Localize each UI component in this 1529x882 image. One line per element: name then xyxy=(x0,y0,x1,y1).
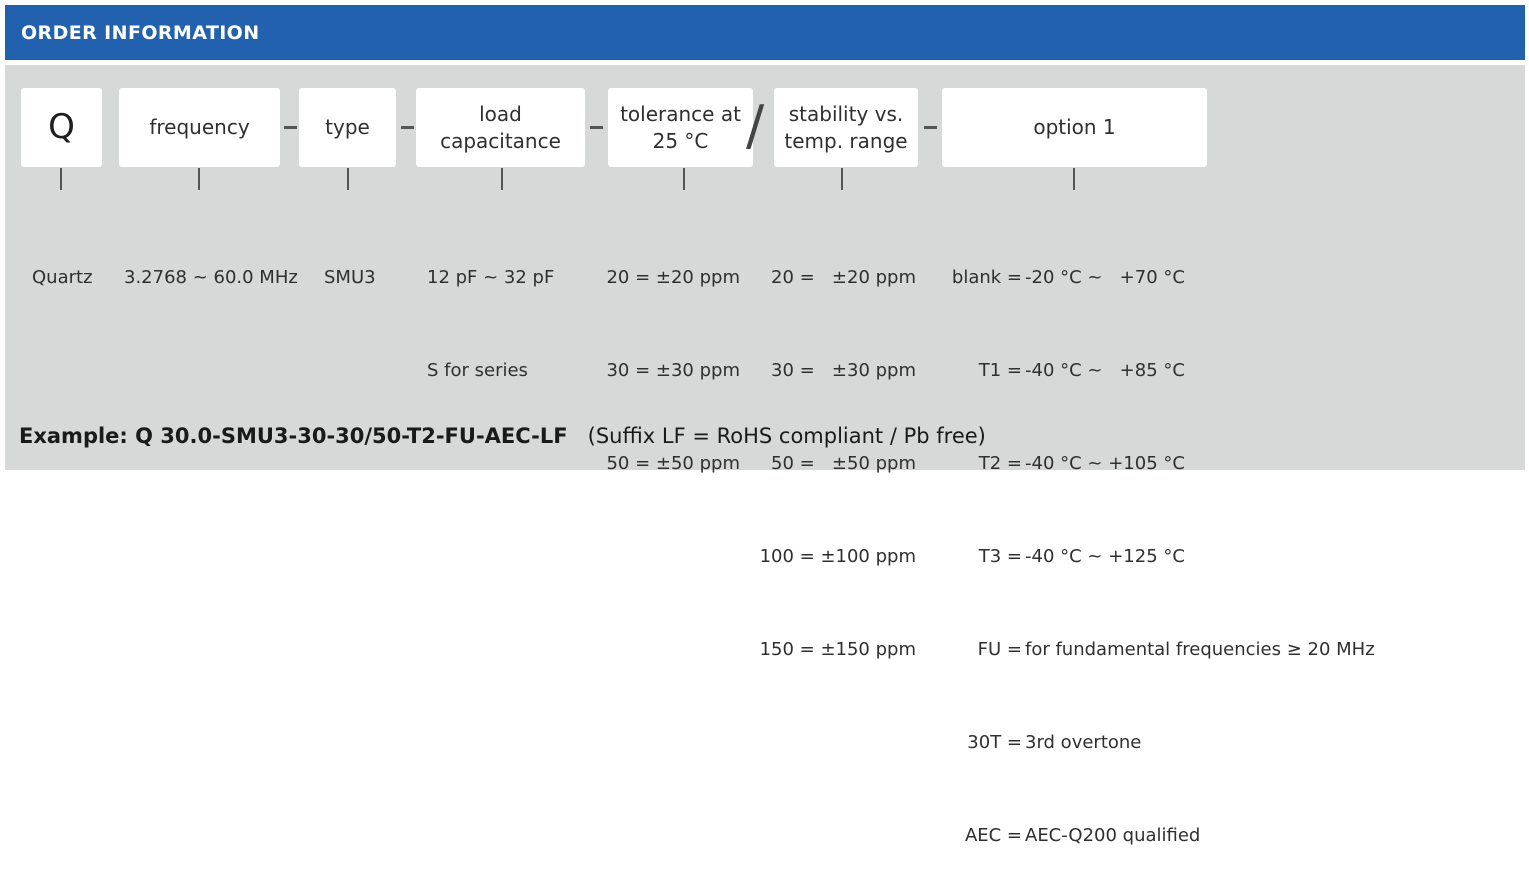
box-stability-line2: temp. range xyxy=(784,128,908,153)
option-desc: -40 °C ~ +125 °C xyxy=(1025,546,1185,567)
box-load-label: load capacitance xyxy=(440,101,561,153)
option-desc: -40 °C ~ +85 °C xyxy=(1025,360,1185,381)
frequency-values: 3.2768 ~ 60.0 MHz xyxy=(124,200,298,324)
option-desc: AEC-Q200 qualified xyxy=(1025,825,1201,846)
value-line: 30 = ±30 ppm xyxy=(606,360,740,381)
option-descriptions: -20 °C ~ +70 °C -40 °C ~ +85 °C -40 °C ~… xyxy=(1025,200,1375,882)
example-line: Example: Q 30.0-SMU3-30-30/50-T2-FU-AEC-… xyxy=(19,424,986,448)
option-code: T3 = xyxy=(978,546,1022,567)
connector-load xyxy=(501,168,503,190)
box-stability: stability vs. temp. range xyxy=(774,88,918,167)
value-line: Quartz xyxy=(32,267,93,288)
stability-values: 20 = ±20 ppm 30 = ±30 ppm 50 = ±50 ppm 1… xyxy=(752,200,916,696)
option-code: blank = xyxy=(951,267,1022,288)
box-frequency-label: frequency xyxy=(149,115,250,139)
value-line: 100 = ±100 ppm xyxy=(759,546,916,567)
box-option-label: option 1 xyxy=(1033,115,1116,139)
box-q-label: Q xyxy=(48,107,75,147)
header-bar: ORDER INFORMATION xyxy=(5,5,1525,60)
example-note: (Suffix LF = RoHS compliant / Pb free) xyxy=(587,424,986,448)
value-line: SMU3 xyxy=(324,267,376,288)
box-tolerance-line1: tolerance at xyxy=(620,101,741,126)
dash-2 xyxy=(401,126,414,129)
option-desc: -40 °C ~ +105 °C xyxy=(1025,453,1185,474)
load-values: 12 pF ~ 32 pF S for series xyxy=(427,200,554,417)
dash-3 xyxy=(590,126,603,129)
value-line: 20 = ±20 ppm xyxy=(606,267,740,288)
type-values: SMU3 xyxy=(324,200,376,324)
box-q: Q xyxy=(21,88,102,167)
tolerance-values: 20 = ±20 ppm 30 = ±30 ppm 50 = ±50 ppm xyxy=(600,200,740,510)
connector-tolerance xyxy=(683,168,685,190)
box-tolerance-line2: 25 °C xyxy=(652,128,709,153)
option-desc: 3rd overtone xyxy=(1025,732,1142,753)
option-code: T1 = xyxy=(978,360,1022,381)
box-load-capacitance: load capacitance xyxy=(416,88,585,167)
value-line: 20 = ±20 ppm xyxy=(771,267,916,288)
value-line: 50 = ±50 ppm xyxy=(606,453,740,474)
connector-q xyxy=(60,168,62,190)
option-code: AEC = xyxy=(964,825,1022,846)
connector-stability xyxy=(841,168,843,190)
value-line: 150 = ±150 ppm xyxy=(759,639,916,660)
connector-frequency xyxy=(198,168,200,190)
option-desc: -20 °C ~ +70 °C xyxy=(1025,267,1185,288)
q-values: Quartz xyxy=(32,200,93,324)
example-label: Example: Q 30.0-SMU3-30-30/50-T2-FU-AEC-… xyxy=(19,424,568,448)
value-line: 3.2768 ~ 60.0 MHz xyxy=(124,267,298,288)
option-code: 30T = xyxy=(967,732,1022,753)
slash-separator: / xyxy=(746,94,765,157)
box-type-label: type xyxy=(325,115,370,139)
value-line: 12 pF ~ 32 pF xyxy=(427,267,555,288)
option-code: T2 = xyxy=(978,453,1022,474)
connector-option xyxy=(1073,168,1075,190)
box-tolerance: tolerance at 25 °C xyxy=(608,88,753,167)
dash-4 xyxy=(924,126,937,129)
option-code: FU = xyxy=(977,639,1022,660)
value-line: S for series xyxy=(427,360,528,381)
option-codes: blank = T1 = T2 = T3 = FU = 30T = AEC = xyxy=(940,200,1022,882)
box-type: type xyxy=(299,88,396,167)
option-desc: for fundamental frequencies ≥ 20 MHz xyxy=(1025,639,1375,660)
box-frequency: frequency xyxy=(119,88,280,167)
box-stability-line1: stability vs. xyxy=(788,101,904,126)
value-line: 50 = ±50 ppm xyxy=(771,453,916,474)
dash-1 xyxy=(284,126,297,129)
connector-type xyxy=(347,168,349,190)
value-line: 30 = ±30 ppm xyxy=(771,360,916,381)
section-title: ORDER INFORMATION xyxy=(21,22,260,44)
box-option: option 1 xyxy=(942,88,1207,167)
